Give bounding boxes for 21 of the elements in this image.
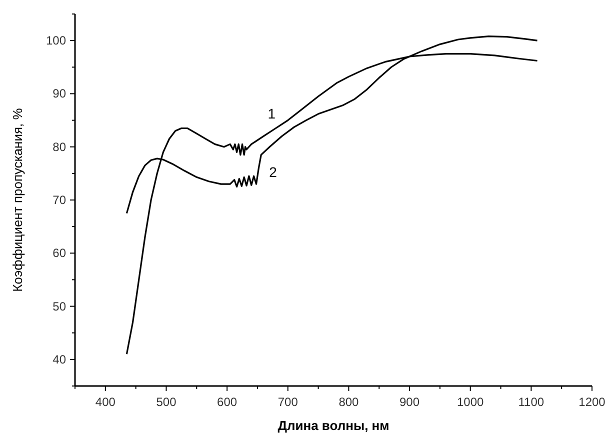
- x-tick-label: 400: [95, 395, 116, 409]
- x-tick-label: 500: [156, 395, 177, 409]
- y-tick-label: 60: [52, 246, 66, 260]
- series-label: 2: [269, 164, 278, 180]
- y-tick-label: 90: [52, 86, 66, 101]
- x-tick-label: 1000: [457, 395, 484, 409]
- y-tick-label: 70: [52, 193, 66, 207]
- y-tick-label: 50: [52, 299, 66, 314]
- y-tick-label: 80: [52, 140, 66, 154]
- line-series: [126, 36, 538, 355]
- x-tick-label: 1200: [578, 395, 606, 409]
- y-tick-label: 40: [52, 352, 66, 366]
- x-tick-label: 600: [217, 395, 238, 409]
- y-tick-label: 100: [46, 34, 66, 48]
- x-tick-label: 1100: [518, 395, 544, 409]
- x-axis-title: Длина волны, нм: [278, 418, 390, 433]
- series-label: 1: [268, 105, 276, 122]
- x-tick-label: 900: [400, 395, 420, 409]
- x-tick-label: 700: [278, 395, 298, 409]
- x-tick-label: 800: [338, 395, 360, 409]
- y-axis-title: Коэффициент пропускания, %: [10, 108, 25, 292]
